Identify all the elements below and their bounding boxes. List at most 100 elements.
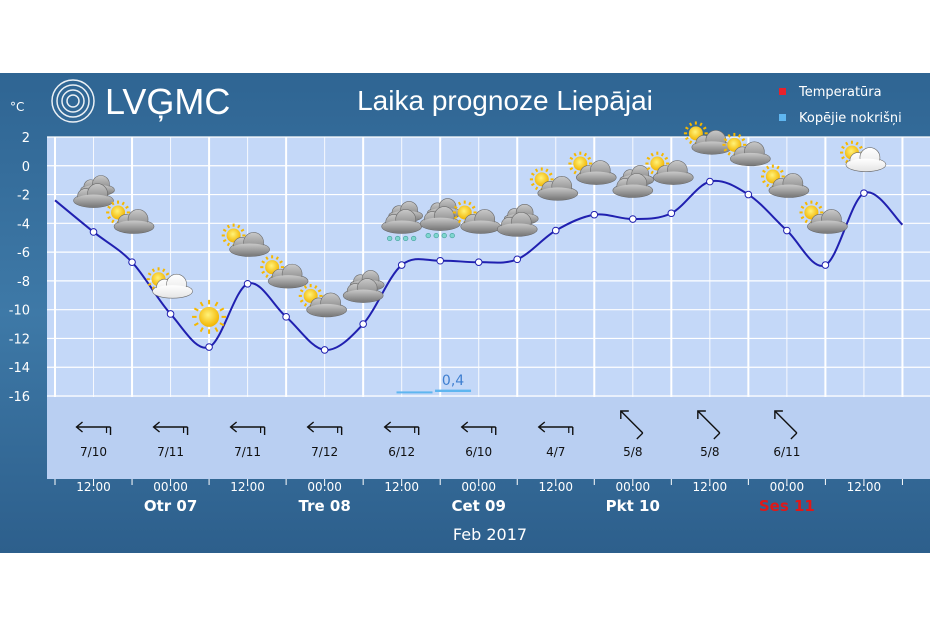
x-time-label: 00:00 [770,480,805,494]
precipitation-layer: 0,4 [396,373,472,394]
sun-ray [453,215,458,220]
month-label: Feb 2017 [453,525,527,544]
cloud-fill [692,141,731,154]
cloud-shape [73,183,114,208]
x-day-label: Pkt 10 [606,497,660,515]
partly-cloudy-icon [529,167,579,201]
raindrop [433,232,439,239]
cloudy-icon [342,270,385,303]
sun-ray [800,205,805,209]
logo-text: LVĢMC [105,81,230,122]
wind-head [620,410,629,419]
sun-ray [569,167,574,171]
y-axis: 2 0 -2 -4 -6 -8 -10 -12 -14 -16 [9,131,30,405]
raindrop [403,235,409,242]
temperature-point [551,226,560,235]
sun-ray [804,219,808,224]
sun-ray [583,152,588,157]
wind-shaft [697,410,721,434]
cloud-shape [537,176,579,201]
cloudy-icon [73,175,115,208]
sun-ray [660,152,665,157]
x-day-label: Cet 09 [451,497,505,515]
partly-cloudy-icon [221,223,270,257]
sun-ray [845,159,849,164]
cloud-shape [113,209,155,234]
cloud-shape [342,278,384,303]
sun-disc [199,306,220,327]
sun-ray [534,186,539,191]
temperature-point [474,258,483,266]
temperature-point [282,313,290,321]
raindrop [387,235,393,242]
sun-ray [107,215,111,220]
cloud-fill [731,152,770,165]
wind-arrow-icon [697,410,721,440]
sun-ray [689,122,693,127]
x-time-label: 12:00 [384,480,419,494]
partly-cloudy-icon [106,200,155,234]
sun-ray [702,126,707,130]
sun-ray [858,145,863,150]
cloud-fill [115,220,154,233]
cloud-shape [807,209,848,234]
sun-ray [299,299,304,303]
wind-label: 6/10 [465,445,492,459]
logo: LVĢMC [51,79,230,123]
sun-ray [646,167,651,171]
temperature-point [320,346,329,354]
raindrop [425,232,431,239]
x-day-label: Otr 07 [144,497,197,515]
sun-ray [165,272,170,276]
y-tick-label: -14 [9,361,30,376]
sun-ray [222,238,227,243]
wind-head [383,421,392,433]
temperature-point [706,177,714,186]
cloud-shape [306,292,347,318]
sun-ray [534,168,539,173]
sun-ray [453,205,458,209]
sun-ray [219,307,225,312]
sun-ray [193,307,199,312]
unit-label: °C [10,100,24,114]
partly-cloudy-icon [799,200,848,234]
sun-ray [723,138,728,142]
raindrop [395,235,401,242]
chart-title: Laika prognoze Liepājai [357,85,653,116]
wind-label: 7/10 [80,445,107,459]
sun-ray [573,170,577,175]
cloud-shape [381,209,422,234]
sun-ray [279,260,283,264]
temperature-point [436,256,445,265]
wind-arrow-icon [620,410,644,440]
cloud-shape [768,173,810,198]
wind-shaft [774,410,798,434]
wind-head [306,421,315,433]
grid [47,136,930,397]
cloudy-icon [612,165,655,198]
rain-icon [381,201,423,242]
raindrop [441,232,447,239]
wind-head [75,421,83,433]
y-tick-label: -10 [9,304,30,319]
sun-ray [214,327,219,333]
sun-ray [779,169,784,173]
wind-label: 6/12 [388,445,415,459]
sun-ray [121,201,125,206]
sun-ray [664,156,669,161]
sun-ray [147,282,152,287]
cloud-shape [152,273,193,299]
wind-arrow-icon [75,421,112,435]
temperature-point [128,258,136,266]
sun-ray [727,134,731,138]
x-time-label: 00:00 [153,480,188,494]
x-time-label: 12:00 [847,480,882,494]
temperature-point [243,279,252,288]
sun-ray [723,148,728,152]
wind-label: 5/8 [700,445,719,459]
sun-ray [804,201,808,206]
temperature-point [783,226,791,235]
temperature-point [359,320,367,328]
partly-cloudy-icon [722,132,771,167]
